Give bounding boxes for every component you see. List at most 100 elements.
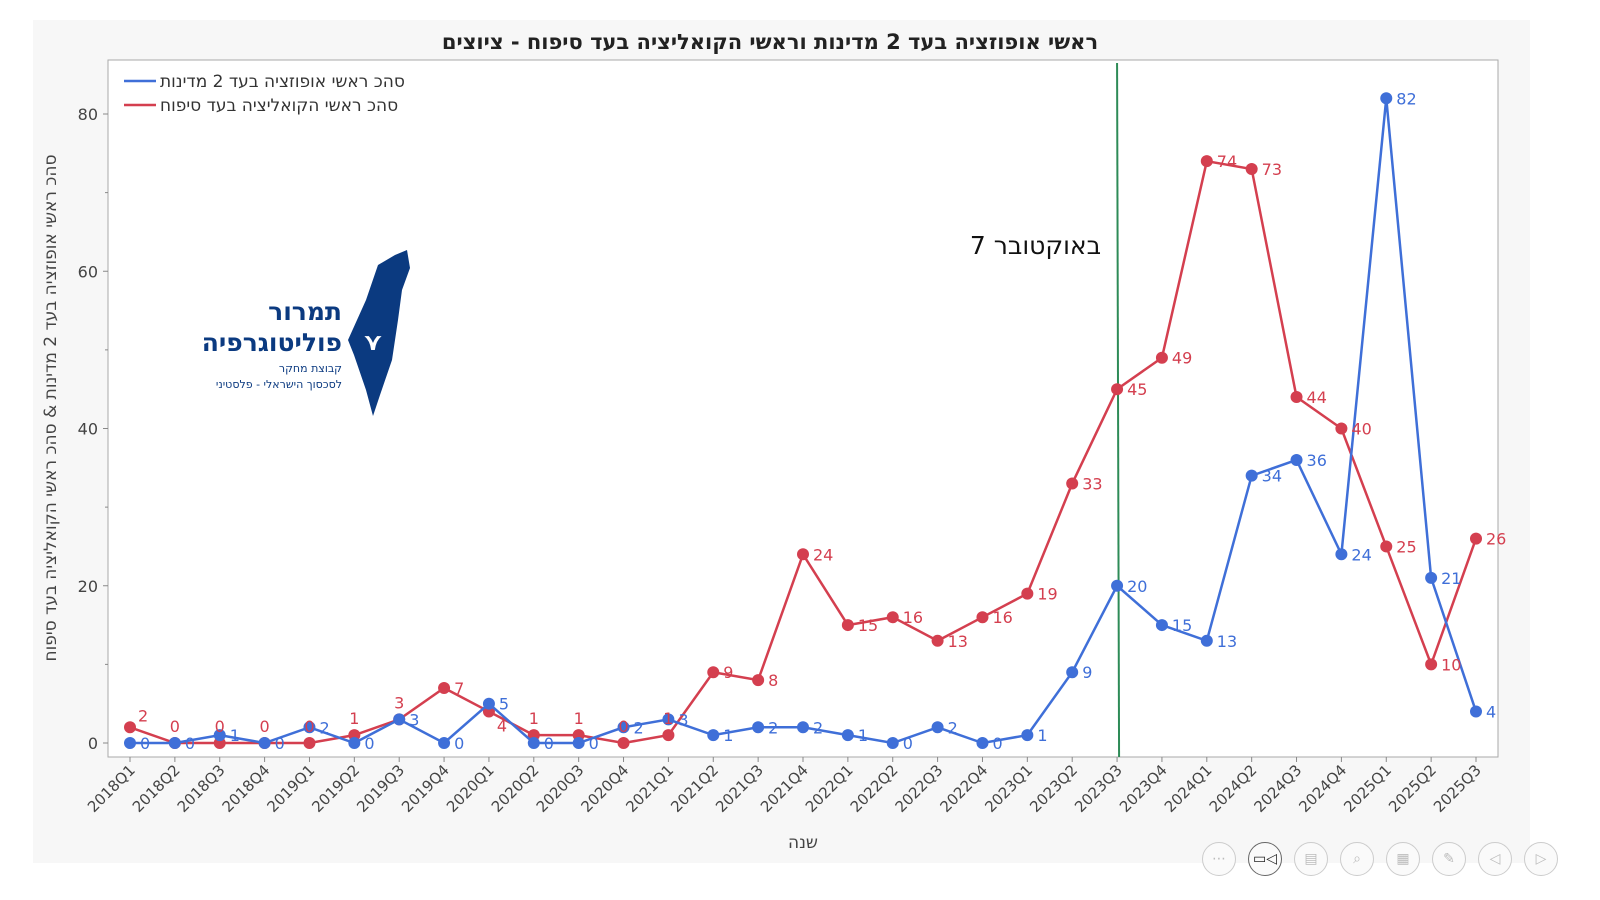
plot-area bbox=[107, 59, 1499, 758]
x-tick-label: 2025Q2 bbox=[1385, 761, 1440, 816]
data-point bbox=[1245, 163, 1258, 176]
data-point bbox=[438, 681, 451, 694]
data-label: 44 bbox=[1307, 388, 1327, 407]
y-tick-label: 40 bbox=[78, 420, 98, 439]
data-label: 0 bbox=[589, 734, 599, 753]
data-label: 5 bbox=[499, 695, 509, 714]
data-label: 2 bbox=[813, 718, 823, 737]
data-label: 21 bbox=[1441, 569, 1461, 588]
y-axis-label: סהכ ראשי אופוזציה בעד 2 מדינות & סהכ ראש… bbox=[41, 154, 61, 661]
data-point bbox=[1470, 705, 1482, 718]
data-point bbox=[1335, 548, 1348, 561]
data-label: 1 bbox=[858, 726, 868, 745]
data-label: 1 bbox=[529, 709, 539, 728]
x-tick-label: 2022Q3 bbox=[892, 761, 947, 816]
logo-title: תמרור bbox=[268, 297, 342, 326]
data-point bbox=[1021, 729, 1034, 742]
data-label: 8 bbox=[768, 671, 778, 690]
data-label: 0 bbox=[260, 717, 270, 736]
x-tick-label: 2018Q4 bbox=[219, 761, 274, 816]
data-label: 0 bbox=[454, 734, 464, 753]
data-label: 2 bbox=[768, 718, 778, 737]
previous-icon[interactable]: ◁ bbox=[1478, 842, 1512, 876]
data-point bbox=[213, 729, 226, 742]
data-point bbox=[1425, 658, 1438, 671]
data-point bbox=[1066, 666, 1079, 679]
x-tick-label: 2025Q3 bbox=[1430, 761, 1485, 816]
x-tick-label: 2018Q3 bbox=[174, 761, 229, 816]
october-7-line bbox=[1116, 62, 1121, 758]
layout-icon[interactable]: ▦ bbox=[1386, 842, 1420, 876]
october-7-label: 7 באוקטובר bbox=[970, 231, 1101, 260]
data-label: 2 bbox=[948, 718, 958, 737]
data-label: 0 bbox=[544, 734, 554, 753]
x-tick-label: 2021Q3 bbox=[712, 761, 767, 816]
data-point bbox=[1155, 351, 1168, 364]
y-tick-label: 60 bbox=[78, 262, 98, 281]
data-point bbox=[1200, 634, 1213, 647]
next-icon[interactable]: ▷ bbox=[1524, 842, 1558, 876]
x-tick-label: 2018Q2 bbox=[129, 761, 184, 816]
data-point bbox=[1066, 477, 1079, 490]
data-label: 2 bbox=[319, 718, 329, 737]
data-label: 9 bbox=[723, 663, 733, 682]
x-tick-label: 2021Q4 bbox=[757, 761, 812, 816]
legend-label: סהכ ראשי הקואליציה בעד סיפוח bbox=[160, 96, 398, 116]
data-label: 49 bbox=[1172, 349, 1192, 368]
video-camera-icon[interactable]: ▭◁ bbox=[1248, 842, 1282, 876]
magnifier-icon[interactable]: ⌕ bbox=[1340, 842, 1374, 876]
data-point bbox=[752, 721, 765, 734]
data-point bbox=[797, 548, 809, 561]
data-label: 20 bbox=[1127, 577, 1147, 596]
x-tick-label: 2024Q1 bbox=[1161, 761, 1216, 816]
data-point bbox=[931, 721, 944, 734]
data-label: 34 bbox=[1262, 467, 1282, 486]
data-label: 13 bbox=[1217, 632, 1237, 651]
data-point bbox=[303, 737, 316, 749]
data-point bbox=[1380, 540, 1393, 553]
data-point bbox=[1425, 571, 1438, 584]
data-label: 0 bbox=[903, 734, 913, 753]
x-tick-label: 2018Q1 bbox=[84, 761, 139, 816]
pen-icon[interactable]: ✎ bbox=[1432, 842, 1466, 876]
data-label: 15 bbox=[1172, 616, 1192, 635]
data-point bbox=[1111, 383, 1124, 396]
data-label: 82 bbox=[1396, 89, 1416, 108]
logo-caption: לסכסוך הישראלי - פלסטיני bbox=[216, 378, 342, 391]
data-label: 16 bbox=[903, 608, 923, 627]
data-label: 16 bbox=[992, 608, 1012, 627]
x-tick-label: 2024Q4 bbox=[1295, 761, 1350, 816]
data-label: 1 bbox=[574, 709, 584, 728]
data-point bbox=[1111, 579, 1124, 592]
data-point bbox=[841, 729, 854, 742]
data-label: 15 bbox=[858, 616, 878, 635]
x-tick-label: 2023Q1 bbox=[981, 761, 1036, 816]
more-icon[interactable]: ⋯ bbox=[1202, 842, 1236, 876]
y-tick-label: 0 bbox=[88, 734, 98, 753]
x-tick-label: 2019Q2 bbox=[308, 761, 363, 816]
logo-subtitle: פוליטוגרפיה bbox=[202, 328, 342, 357]
data-label: 1 bbox=[1037, 726, 1047, 745]
data-label: 26 bbox=[1486, 530, 1506, 549]
captions-icon[interactable]: ▤ bbox=[1294, 842, 1328, 876]
chart-title: ראשי אופוזציה בעד 2 מדינות וראשי הקואליצ… bbox=[442, 30, 1098, 54]
data-label: 1 bbox=[349, 709, 359, 728]
y-tick-label: 20 bbox=[78, 577, 98, 596]
data-point bbox=[258, 737, 271, 749]
x-tick-label: 2021Q2 bbox=[667, 761, 722, 816]
data-label: 24 bbox=[813, 545, 833, 564]
data-label: 25 bbox=[1396, 537, 1416, 556]
data-label: 0 bbox=[992, 734, 1002, 753]
x-tick-label: 2025Q1 bbox=[1340, 761, 1395, 816]
data-label: 7 bbox=[454, 679, 464, 698]
data-point bbox=[797, 721, 809, 734]
data-point bbox=[841, 619, 854, 632]
y-tick-label: 80 bbox=[78, 105, 98, 124]
data-point bbox=[976, 737, 989, 749]
data-point bbox=[438, 737, 451, 749]
player-toolbar: ⋯ ▭◁ ▤ ⌕ ▦ ✎ ◁ ▷ bbox=[1202, 842, 1558, 876]
data-label: 19 bbox=[1037, 585, 1057, 604]
data-label: 0 bbox=[275, 734, 285, 753]
x-tick-label: 2019Q4 bbox=[398, 761, 453, 816]
data-point bbox=[1021, 587, 1034, 600]
